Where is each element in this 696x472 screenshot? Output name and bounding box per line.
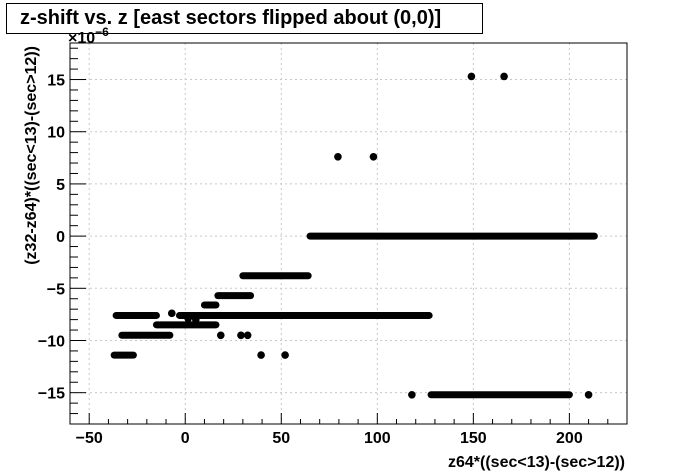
data-point (467, 72, 476, 81)
y-tick-label: 15 (47, 73, 65, 90)
x-axis-title: z64*((sec<13)-(sec>12)) (448, 454, 625, 471)
y-exponent-label: ×10−6 (68, 25, 109, 47)
x-tick-label: 200 (556, 430, 583, 447)
data-point (408, 390, 416, 399)
data-point (243, 331, 252, 340)
y-tick-label: −5 (47, 281, 65, 298)
y-axis-title: (z32-z64)*((sec<13)-(sec>12)) (23, 46, 40, 265)
y-tick-label: −10 (38, 333, 65, 350)
plot-frame (69, 42, 628, 425)
y-tick-label: 5 (56, 177, 65, 194)
x-tick-label: −50 (76, 430, 103, 447)
data-point (184, 314, 192, 323)
axis-ticks (69, 47, 628, 425)
y-tick-label: 10 (47, 125, 65, 142)
data-point (369, 152, 378, 161)
data-point (584, 390, 593, 399)
data-point (281, 351, 289, 359)
data-markers (110, 72, 598, 399)
data-point (167, 309, 176, 318)
y-tick-label: 0 (56, 229, 65, 246)
y-exponent-power: −6 (95, 25, 109, 39)
data-point (334, 152, 342, 161)
y-exponent-base: ×10 (68, 30, 95, 47)
x-tick-label: 150 (460, 430, 487, 447)
x-tick-label: 50 (272, 430, 290, 447)
data-point (216, 331, 225, 340)
y-tick-label: −15 (38, 386, 65, 403)
data-point (192, 315, 200, 324)
chart-title: z-shift vs. z [east sectors flipped abou… (6, 3, 483, 34)
data-point (500, 72, 508, 81)
x-tick-label: 100 (364, 430, 391, 447)
data-point (237, 331, 245, 340)
data-point (257, 351, 265, 359)
x-tick-label: 0 (181, 430, 190, 447)
